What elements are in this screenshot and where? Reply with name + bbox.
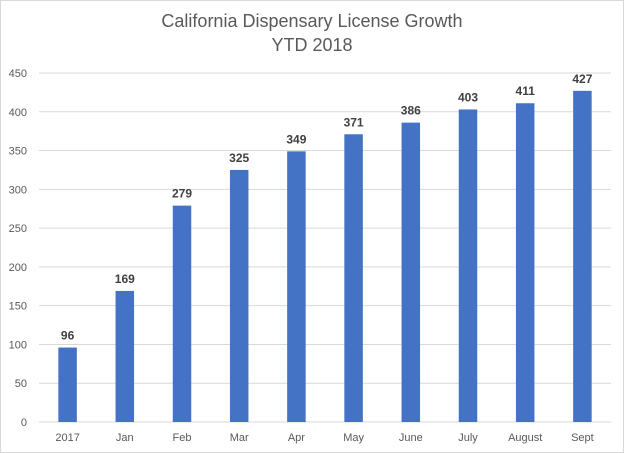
x-tick-label: May	[343, 432, 364, 444]
bar	[287, 151, 306, 422]
y-tick-label: 150	[9, 301, 27, 313]
data-label: 349	[286, 132, 306, 146]
bar	[229, 169, 249, 422]
bar	[515, 103, 535, 422]
bar	[172, 205, 192, 422]
y-axis-ticks: 0 50 100 150 200 250 300 350 400 450	[9, 68, 27, 429]
x-tick-label: July	[458, 432, 478, 444]
y-tick-label: 0	[21, 417, 27, 429]
data-label: 325	[229, 151, 249, 165]
x-tick-label: Apr	[288, 432, 305, 444]
bars	[58, 90, 592, 423]
x-tick-label: Feb	[173, 432, 192, 444]
data-label: 403	[458, 90, 478, 104]
bar	[573, 90, 592, 423]
x-axis-ticks: 2017 Jan Feb Mar Apr May June July August Sept	[55, 432, 593, 444]
data-label: 371	[344, 115, 364, 129]
bar	[401, 122, 421, 422]
x-tick-label: Sept	[571, 432, 594, 444]
y-tick-label: 200	[9, 262, 27, 274]
y-tick-label: 300	[9, 184, 27, 196]
chart-subtitle: YTD 2018	[271, 35, 353, 55]
bar	[58, 347, 77, 422]
data-label: 427	[572, 72, 592, 86]
data-labels: 96 169 279 325 349 371 386 403 411 427	[61, 72, 593, 343]
bar	[458, 109, 478, 422]
y-tick-label: 250	[9, 223, 27, 235]
data-label: 96	[61, 329, 75, 343]
x-tick-label: Jan	[116, 432, 134, 444]
gridlines	[39, 72, 611, 423]
data-label: 279	[172, 187, 192, 201]
x-tick-label: August	[508, 432, 542, 444]
x-tick-label: Mar	[230, 432, 249, 444]
x-tick-label: June	[399, 432, 423, 444]
chart-title: California Dispensary License Growth	[161, 11, 463, 31]
x-tick-label: 2017	[55, 432, 79, 444]
data-label: 386	[401, 104, 421, 118]
y-tick-label: 400	[9, 107, 27, 119]
bar	[344, 134, 363, 422]
y-tick-label: 350	[9, 146, 27, 158]
y-tick-label: 450	[9, 68, 27, 80]
data-label: 169	[115, 272, 135, 286]
y-tick-label: 100	[9, 339, 27, 351]
bar	[115, 290, 135, 422]
data-label: 411	[516, 84, 536, 98]
y-tick-label: 50	[15, 378, 27, 390]
